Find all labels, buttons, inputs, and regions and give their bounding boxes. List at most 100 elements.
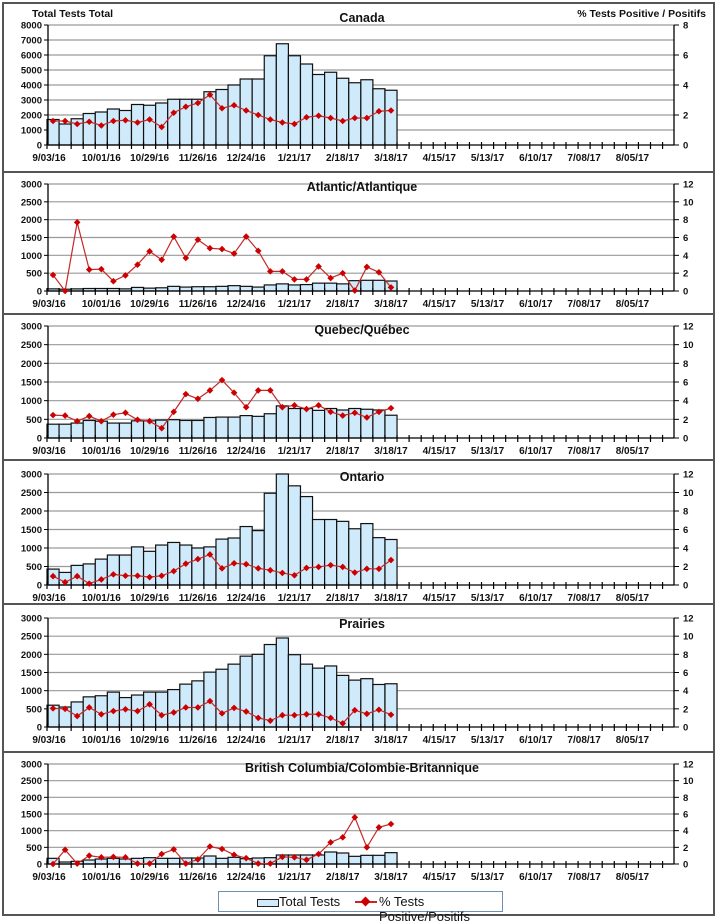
bar: [348, 528, 362, 586]
bar: [46, 423, 60, 439]
y2-tick-label: 4: [683, 826, 689, 837]
data-point-marker: [61, 412, 69, 419]
y-tick-label: 1000: [21, 251, 42, 262]
bar: [167, 285, 181, 292]
x-tick-label: 7/08/17: [567, 446, 601, 457]
x-tick-label: 7/08/17: [567, 153, 601, 164]
y2-tick-label: 0: [683, 434, 688, 445]
y-tick-label: 1500: [21, 668, 42, 679]
data-point-marker: [122, 854, 129, 861]
data-point-marker: [230, 389, 238, 397]
x-tick-label: 10/01/16: [82, 735, 121, 746]
x-tick-label: 7/08/17: [567, 299, 601, 310]
bar: [311, 409, 326, 439]
x-tick-label: 10/29/16: [130, 153, 169, 164]
x-tick-label: 11/26/16: [179, 299, 218, 310]
x-tick-label: 10/29/16: [130, 593, 169, 604]
bar: [191, 419, 205, 439]
bar: [372, 854, 386, 865]
x-tick-label: 12/24/16: [227, 299, 266, 310]
x-tick-label: 8/05/17: [616, 593, 650, 604]
y-tick-label: 2500: [21, 340, 42, 351]
x-tick-label: 6/10/17: [519, 593, 553, 604]
x-tick-label: 10/01/16: [82, 872, 121, 883]
x-tick-label: 8/05/17: [616, 446, 650, 457]
x-tick-label: 12/24/16: [227, 593, 266, 604]
y2-tick-label: 12: [683, 614, 694, 625]
x-tick-label: 6/10/17: [519, 446, 553, 457]
data-point-marker: [375, 824, 383, 831]
bar: [287, 55, 302, 146]
x-tick-label: 2/18/17: [326, 872, 360, 883]
data-point-marker: [98, 854, 105, 861]
data-point-marker: [170, 109, 178, 117]
data-point-marker: [98, 576, 105, 583]
data-point-marker: [327, 114, 334, 122]
bar: [227, 84, 241, 146]
data-point-marker: [315, 112, 322, 120]
bar: [324, 851, 338, 865]
y2-tick-label: 0: [683, 141, 688, 152]
bar: [155, 857, 169, 865]
bar: [106, 422, 121, 439]
data-point-marker: [387, 820, 395, 828]
y2-tick-label: 4: [683, 251, 689, 262]
data-point-marker: [73, 572, 81, 580]
bar: [227, 416, 241, 439]
x-tick-label: 6/10/17: [519, 872, 553, 883]
y-tick-label: 3000: [21, 96, 42, 107]
x-tick-label: 11/26/16: [179, 872, 218, 883]
bar: [118, 109, 133, 146]
bar: [311, 73, 326, 146]
x-tick-label: 7/08/17: [567, 735, 601, 746]
chart-title: Ontario: [340, 470, 385, 484]
y2-tick-label: 6: [683, 668, 688, 679]
data-point-marker: [279, 711, 286, 719]
x-tick-label: 10/29/16: [130, 872, 169, 883]
data-point-marker: [327, 561, 334, 569]
bar: [360, 854, 374, 865]
chart-title: British Columbia/Colombie-Britannique: [245, 761, 479, 775]
data-point-marker: [110, 707, 117, 715]
data-point-marker: [315, 402, 322, 409]
x-tick-label: 11/26/16: [179, 593, 218, 604]
data-point-marker: [254, 111, 262, 119]
chart-title: Prairies: [339, 617, 385, 631]
bar: [372, 279, 386, 292]
data-point-marker: [303, 276, 310, 283]
x-tick-label: 6/10/17: [519, 299, 553, 310]
x-tick-label: 2/18/17: [326, 593, 360, 604]
x-tick-label: 1/21/17: [278, 735, 312, 746]
bar: [384, 852, 398, 865]
data-point-marker: [363, 710, 371, 718]
y-tick-label: 3000: [21, 760, 42, 771]
x-tick-label: 3/18/17: [374, 872, 408, 883]
bar: [311, 667, 326, 728]
data-point-marker: [327, 839, 334, 846]
data-point-marker: [73, 712, 81, 720]
y-tick-label: 1500: [21, 810, 42, 821]
bar: [263, 643, 277, 728]
legend-marker-icon: [360, 896, 371, 907]
data-point-marker: [351, 814, 359, 821]
data-point-marker: [266, 566, 274, 574]
bar: [287, 284, 302, 292]
x-tick-label: 10/01/16: [82, 593, 121, 604]
data-point-marker: [110, 411, 117, 418]
bar: [360, 678, 374, 728]
data-point-marker: [230, 101, 238, 109]
bar: [118, 554, 133, 586]
data-point-marker: [134, 707, 141, 715]
data-point-marker: [85, 852, 93, 859]
data-point-marker: [182, 103, 190, 111]
y-tick-label: 2500: [21, 197, 42, 208]
bar: [167, 688, 181, 728]
y2-tick-label: 2: [683, 415, 688, 426]
y2-tick-label: 10: [683, 197, 694, 208]
bar: [311, 282, 326, 292]
y-tick-label: 1500: [21, 525, 42, 536]
y2-tick-label: 8: [683, 507, 688, 518]
y-tick-label: 0: [37, 287, 42, 298]
x-tick-label: 4/15/17: [423, 299, 457, 310]
data-point-marker: [242, 233, 250, 240]
